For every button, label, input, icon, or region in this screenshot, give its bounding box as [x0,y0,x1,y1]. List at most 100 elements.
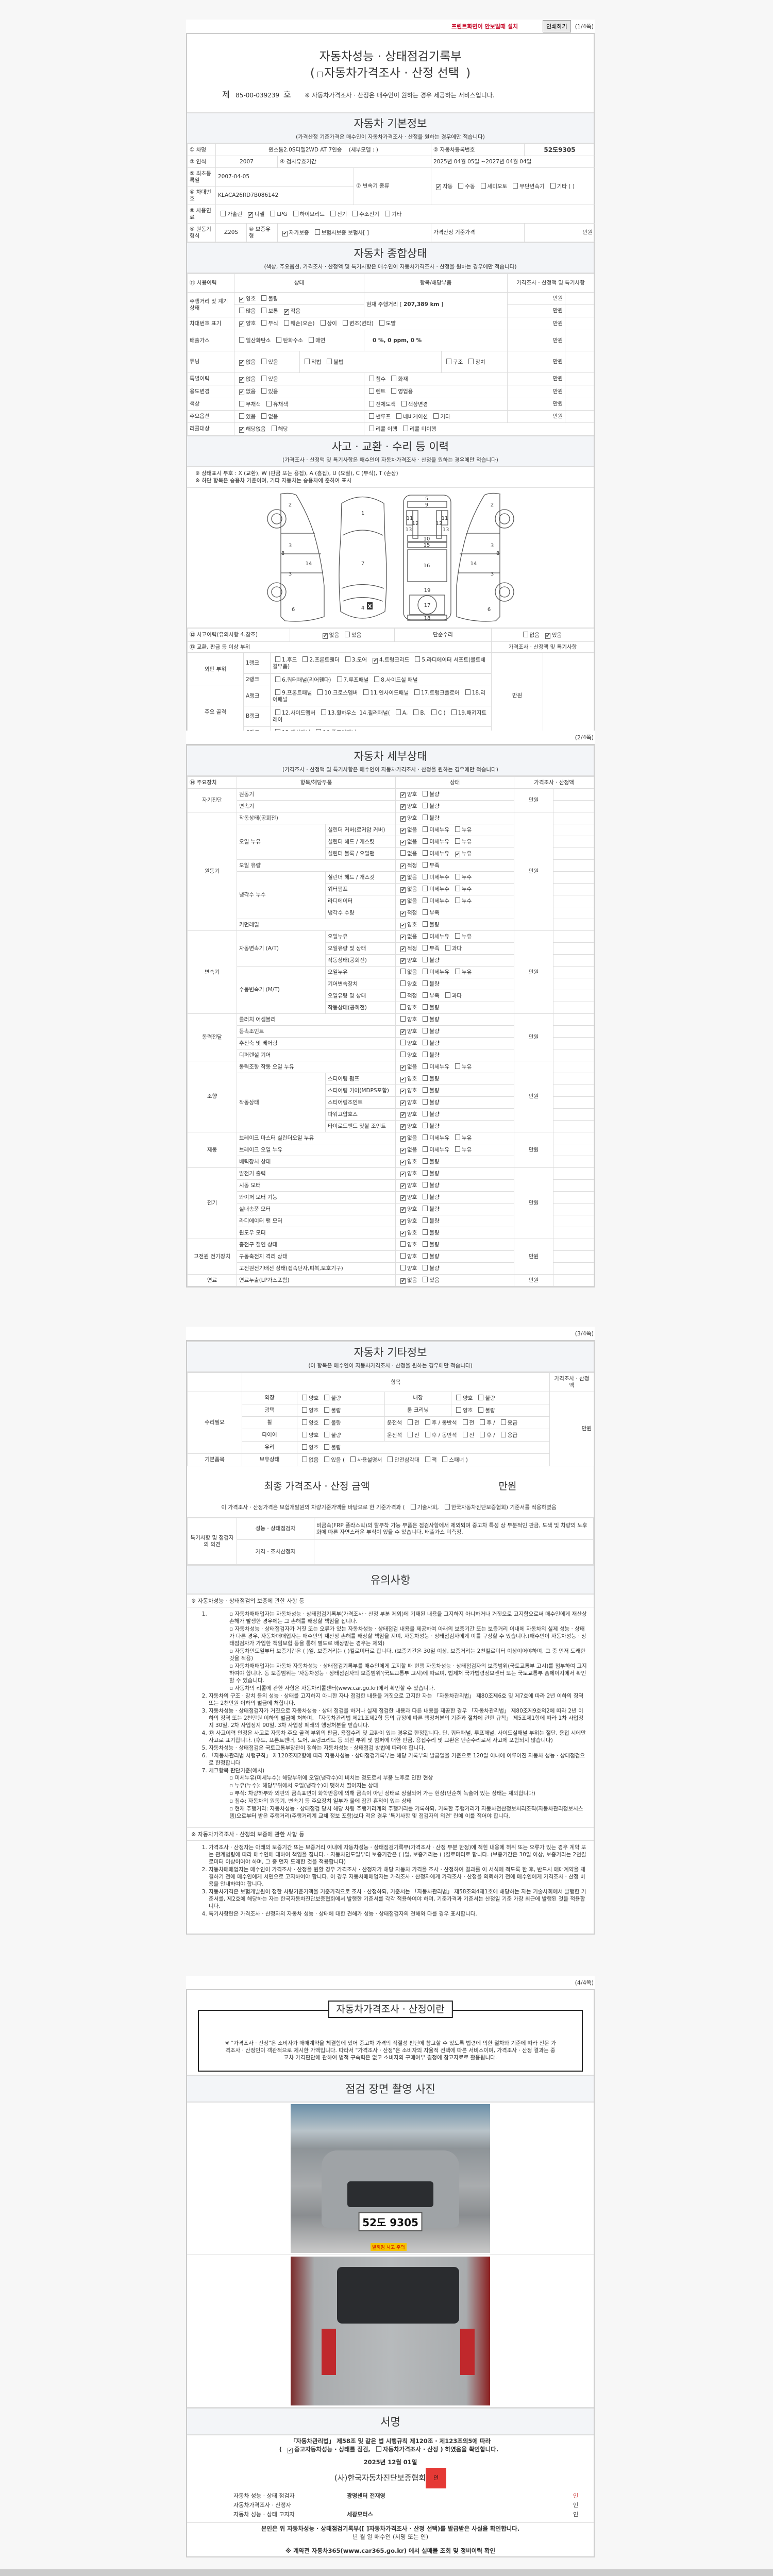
checkbox [276,337,282,343]
car-name: 윈스톰2.0S디젤2WD AT 7인승 (세부모델 : ) [215,144,431,156]
state-cell: 양호 불량 [395,1239,514,1251]
checkbox-label: 매연 [315,337,326,344]
checkbox [388,1456,393,1462]
bullet-item: 자동차인도일부터 보증기간은 ( )일, 보증거리는 ( )킬로미터로 합니다.… [229,1648,587,1662]
table-row: 수동변속기 (M/T) 오일누유 없음 미세누유 누유 [188,966,595,1014]
checkbox-checked: ✔ [373,658,378,664]
note-cell [552,919,595,931]
checkbox-group: 가솔린 ✔ 디젤 LPG 하이브리드 전기 수소전기 기타 [218,210,405,218]
checkbox [302,1406,307,1413]
checkbox-label: 누유 [461,851,472,857]
label: ⑦ 변속기 종류 [354,167,431,205]
checkbox-checked: ✔ [282,230,288,236]
col-header: 항목/해당부품 [237,776,396,789]
checkbox [400,1040,406,1045]
checkbox-label: 부족 [429,910,440,916]
checkbox [270,210,276,216]
install-notice-link[interactable]: 프린트화면이 안보일때 설치 [451,23,518,30]
checkbox-label: 양호 [407,1099,417,1106]
checkbox [423,803,428,808]
checkbox [239,307,244,313]
col-header: 가격조사 · 산정액 및 특기사항 [507,274,595,293]
caution-item: 가격조사 · 산정자는 아래의 보증기간 또는 보증거리 이내에 자동차성능 ·… [209,1844,587,1866]
col-header: ⑭ 주요장치 [187,776,237,789]
checkbox-label: 도말 [385,320,396,327]
part-label: 2 [289,502,292,508]
signature-header: 서명 [187,2408,594,2435]
checkbox-label: 양호 [407,1242,417,1248]
checkbox-label: 미세누유 [429,969,449,975]
checkbox-label: 불량 [268,295,278,302]
sub-item-cell: 스티어링 기어(MDPS포함) [325,1084,396,1097]
checkbox-label: 불량 [429,1182,440,1189]
issuer-name: (사)한국자동차진단보증협회 [334,2473,426,2483]
horizontal-scrollbar[interactable] [0,2569,773,2576]
rank1-options: 1.후드 2.프론트휀더 3.도어 ✔ 4.트렁크리드 5.라디에이터 서포트(볼트체결부… [270,653,492,674]
col-header: 상태 [233,274,365,293]
checkbox-label: 기술사회, [417,1504,439,1511]
checkbox-label: 양호 [309,1395,319,1401]
checkbox [423,1075,428,1081]
item-cell: 와이퍼 모터 기능 [237,1191,396,1204]
note-cell [552,1120,595,1132]
item-cell: 냉각수 누수 [237,871,326,919]
final-price-block: 최종 가격조사 · 산정 금액 만원 이 가격조사 · 산정가격은 보험개발원의 … [187,1466,594,1518]
document-number-line: 제 85-00-039239 호 ※ 자동차가격조사 · 산정은 매수인이 원하… [187,88,594,100]
checkbox [451,709,457,715]
bullet-item: 현재 주행거리: 자동차성능 · 상태점검 당시 해당 차량 주행거리계의 주행… [229,1805,587,1820]
checkbox-label: 3.도어 [351,657,367,663]
checkbox-label: 불량 [429,1028,440,1035]
rank-label: 1랭크 [243,653,271,674]
checkbox [550,182,556,189]
checkbox-label: 없음 [329,632,339,638]
category-cell: 변속기 [187,930,237,1014]
checkbox-label: 있음 [268,376,278,382]
checkbox-group: 없음 ✔ 있음 [520,631,565,639]
state-cell: ✔ 양호 불량 [395,1084,514,1097]
checkbox-group: 운전석 전 후 / 동반석 전 후 / 응급 [387,1419,520,1426]
checkbox [239,400,244,406]
part-label: 10 [424,536,430,542]
note-cell [552,1191,595,1204]
appraiser-opinion [314,1539,594,1565]
label: 주요 골격 [187,686,244,739]
checkbox-label: C ) [438,710,446,716]
checkbox-label: 불량 [485,1395,495,1401]
part-label: 13 [406,527,412,533]
notifier-name: 세광모터스 [347,2511,373,2518]
checkbox-checked: ✔ [400,792,406,798]
checkbox-label: 없음 [407,1064,417,1070]
state-cell: ✔ 양호 불량 [395,788,514,801]
checkbox [324,1431,330,1437]
checkbox-label: 침수 [376,376,386,382]
state-cell: ✔ 없음 미세누유 누유 [395,1061,514,1073]
checkbox [401,400,407,406]
note-cell [552,1061,595,1073]
mileage-value: 현재 주행거리 [ 207,389 km ] [364,292,508,317]
table-row: 배력장치 상태 ✔ 양호 불량 [188,1156,595,1168]
page-bar: (2/4쪽) [186,731,595,744]
checkbox-group: 일산화탄소 탄화수소 매연 [237,337,328,344]
note-cell [552,1084,595,1097]
note-cell [552,1239,595,1251]
checkbox [455,933,460,939]
checkbox [407,1431,413,1437]
price-cell: 만원 [514,930,553,1014]
state-cell: ✔ 양호 불량 [395,1203,514,1215]
document-number: 85-00-039239 [236,92,280,99]
item-cell: 등속조인트 [237,1025,396,1038]
checkbox-label: 이 가격조사 · 산정가격은 보험개발원의 차량기준가액을 바탕으로 한 기준가… [221,1504,405,1511]
state-cell: ✔ 없음 미세누유 누유 [395,824,514,836]
checkbox-group: ✔ 양호 불량 [237,295,281,302]
caution-item: 자동차매매업자는 매수인이 가격조사 · 산정을 원할 경우 가격조사 · 산정… [209,1866,587,1888]
checkbox-label: 안전삼각대 [394,1456,419,1463]
checkbox-label: 미세누유 [429,839,449,845]
checkbox-checked: ✔ [400,1183,406,1189]
section-subtitle: (색상, 주요옵션, 가격조사 · 산정액 및 특기사항은 매수인이 자동차가격… [264,264,517,270]
checkbox-label: 전체도색 [376,401,396,408]
print-button[interactable]: 인쇄하기 [543,20,571,32]
label: ③ 연식 [187,156,216,168]
checkbox-label: 보통 [268,308,278,314]
checkbox-label: 6.쿼터패널(리어휀다) [282,676,331,683]
table-row: 오일유량 및 상태 ✔ 적정 부족 과다 [188,942,595,955]
